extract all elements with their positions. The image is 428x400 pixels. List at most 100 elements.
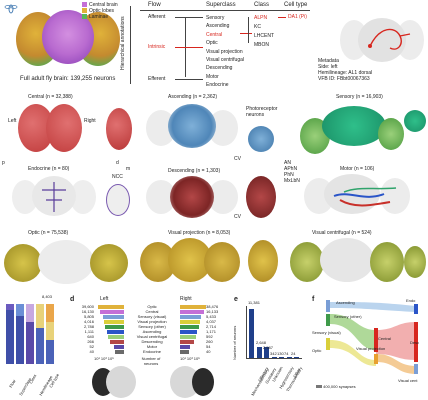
cv-label-1: CV bbox=[234, 156, 241, 162]
legend-label: Laminae bbox=[89, 14, 109, 20]
right-bar bbox=[180, 324, 200, 329]
e-xlabels: Mechanosensory Olfactory Gustatory Unkno… bbox=[248, 360, 308, 397]
axis-right: 10¹ 10³ 10⁵ bbox=[180, 356, 200, 361]
superclass-item: Sensory bbox=[206, 15, 225, 21]
legend-label: Central brain bbox=[89, 2, 118, 8]
category-label: Sensory (other) bbox=[138, 324, 166, 329]
left-title: Left bbox=[100, 296, 109, 302]
superclass-item: Optic bbox=[206, 40, 218, 47]
x-label: Flow bbox=[8, 378, 17, 389]
left-bar bbox=[114, 344, 124, 349]
category-label: Central bbox=[145, 309, 159, 314]
e-value: 2,648 bbox=[256, 340, 267, 345]
left-value: 52 bbox=[89, 344, 94, 349]
left-bar-group bbox=[96, 304, 124, 354]
right-bar bbox=[180, 319, 201, 324]
category-label: Optic bbox=[147, 304, 157, 309]
e-x-axis bbox=[246, 358, 302, 359]
descending-title: Descending (n = 1,303) bbox=[168, 168, 221, 174]
right-value: 5,433 bbox=[206, 314, 217, 319]
flow-intrinsic: Intrinsic bbox=[148, 44, 166, 50]
left-hemisphere-render bbox=[92, 366, 136, 398]
right-bar bbox=[180, 304, 206, 309]
right-value: 16,133 bbox=[206, 309, 219, 314]
left-values: 39,600 16,130 5,805 4,016 2,788 1,111 64… bbox=[72, 304, 94, 354]
endocrine-trace bbox=[42, 182, 66, 212]
left-bar bbox=[104, 324, 124, 329]
left-bar bbox=[100, 309, 124, 314]
category-label: Sensory (visual) bbox=[137, 314, 167, 319]
central-title: Central (n = 32,388) bbox=[28, 94, 73, 100]
right-value: 54 bbox=[206, 344, 211, 349]
superclass-item: Ascending bbox=[206, 23, 230, 30]
endocrine-render bbox=[12, 172, 96, 220]
hierarchy-arrow bbox=[130, 6, 131, 84]
category-label: Endocrine bbox=[142, 349, 161, 354]
sensory-type: PhN bbox=[284, 172, 294, 178]
photoreceptor-render bbox=[248, 126, 274, 152]
left-bar bbox=[115, 349, 124, 354]
label-right: Right bbox=[84, 118, 96, 124]
neuron-trace bbox=[368, 28, 411, 50]
bar-label: 8,403 bbox=[42, 294, 53, 299]
e-value: 130 bbox=[277, 351, 284, 356]
legend-swatch bbox=[82, 2, 87, 8]
category-label: Ascending bbox=[142, 329, 162, 334]
left-value: 5,805 bbox=[83, 314, 94, 319]
sankey-label: Sensory (other) bbox=[334, 314, 362, 319]
e-bar bbox=[256, 346, 262, 358]
superclass-item: Visual projection bbox=[206, 48, 243, 55]
e-bar bbox=[279, 357, 284, 358]
ncc-render bbox=[106, 184, 130, 216]
sankey-label: Ascending bbox=[336, 300, 355, 305]
sankey-label: Visual projection bbox=[356, 346, 386, 351]
right-bar bbox=[180, 339, 194, 344]
class-item: LHCENT bbox=[254, 33, 275, 39]
right-title: Right bbox=[180, 296, 192, 302]
visual-projection-side-render bbox=[248, 240, 278, 282]
sensory-types: AN APhN PhN MxLbN bbox=[284, 160, 300, 184]
legend-swatch bbox=[82, 14, 87, 20]
left-bar bbox=[106, 329, 124, 334]
metadata-line: VFB ID: FBbt00067363 bbox=[318, 76, 370, 82]
right-value: 4,037 bbox=[206, 319, 217, 324]
class-item: KC bbox=[254, 24, 261, 30]
axis-left: 10¹ 10³ 10⁵ bbox=[94, 356, 114, 361]
right-values: 38,476 16,133 5,433 4,037 2,714 1,171 59… bbox=[206, 304, 218, 354]
e-value: 74 bbox=[284, 351, 289, 356]
motor-render bbox=[304, 172, 424, 218]
left-value: 1,111 bbox=[84, 329, 94, 334]
cv-label-2: CV bbox=[234, 214, 241, 220]
left-value: 39,600 bbox=[81, 304, 94, 309]
whole-brain-image bbox=[16, 6, 120, 72]
header-class: Class bbox=[254, 2, 270, 8]
central-side-render bbox=[106, 108, 132, 150]
right-value: 38,476 bbox=[206, 304, 219, 309]
e-bar bbox=[264, 346, 269, 358]
e-y-axis bbox=[246, 306, 247, 358]
visual-projection-render bbox=[140, 236, 240, 286]
cell-type-label: DA1 (Pi) bbox=[288, 14, 307, 20]
sankey-legend-label: 400,000 synapses bbox=[323, 384, 356, 389]
metadata-line: Side: left bbox=[318, 64, 338, 70]
sankey-legend: 400,000 synapses bbox=[316, 384, 356, 389]
metadata-line: Metadata bbox=[318, 58, 339, 64]
superclass-list: Sensory Ascending Central Optic Visual p… bbox=[206, 14, 244, 90]
ncc-label: NCC bbox=[112, 174, 123, 180]
panel-e-letter: e bbox=[234, 296, 238, 303]
superclass-item: Descending bbox=[206, 65, 233, 72]
header-cell-type: Cell type bbox=[284, 2, 308, 8]
right-value: 592 bbox=[206, 334, 213, 339]
central-brain-render bbox=[18, 102, 82, 154]
right-hemisphere-render bbox=[170, 366, 214, 398]
superclass-item: Endocrine bbox=[206, 82, 229, 89]
e-value-labels: 11,381 2,648 2,587 342 130 74 24 bbox=[248, 300, 302, 360]
right-bar bbox=[180, 334, 196, 339]
sensory-type: AN bbox=[284, 160, 291, 166]
e-bar bbox=[271, 356, 277, 358]
e-value: 2,587 bbox=[263, 345, 274, 350]
header-superclass: Superclass bbox=[206, 2, 236, 8]
fly-icon bbox=[4, 4, 18, 14]
metadata-line: Hemilineage: AL1 dorsal bbox=[318, 70, 373, 76]
header-rule bbox=[140, 10, 310, 11]
